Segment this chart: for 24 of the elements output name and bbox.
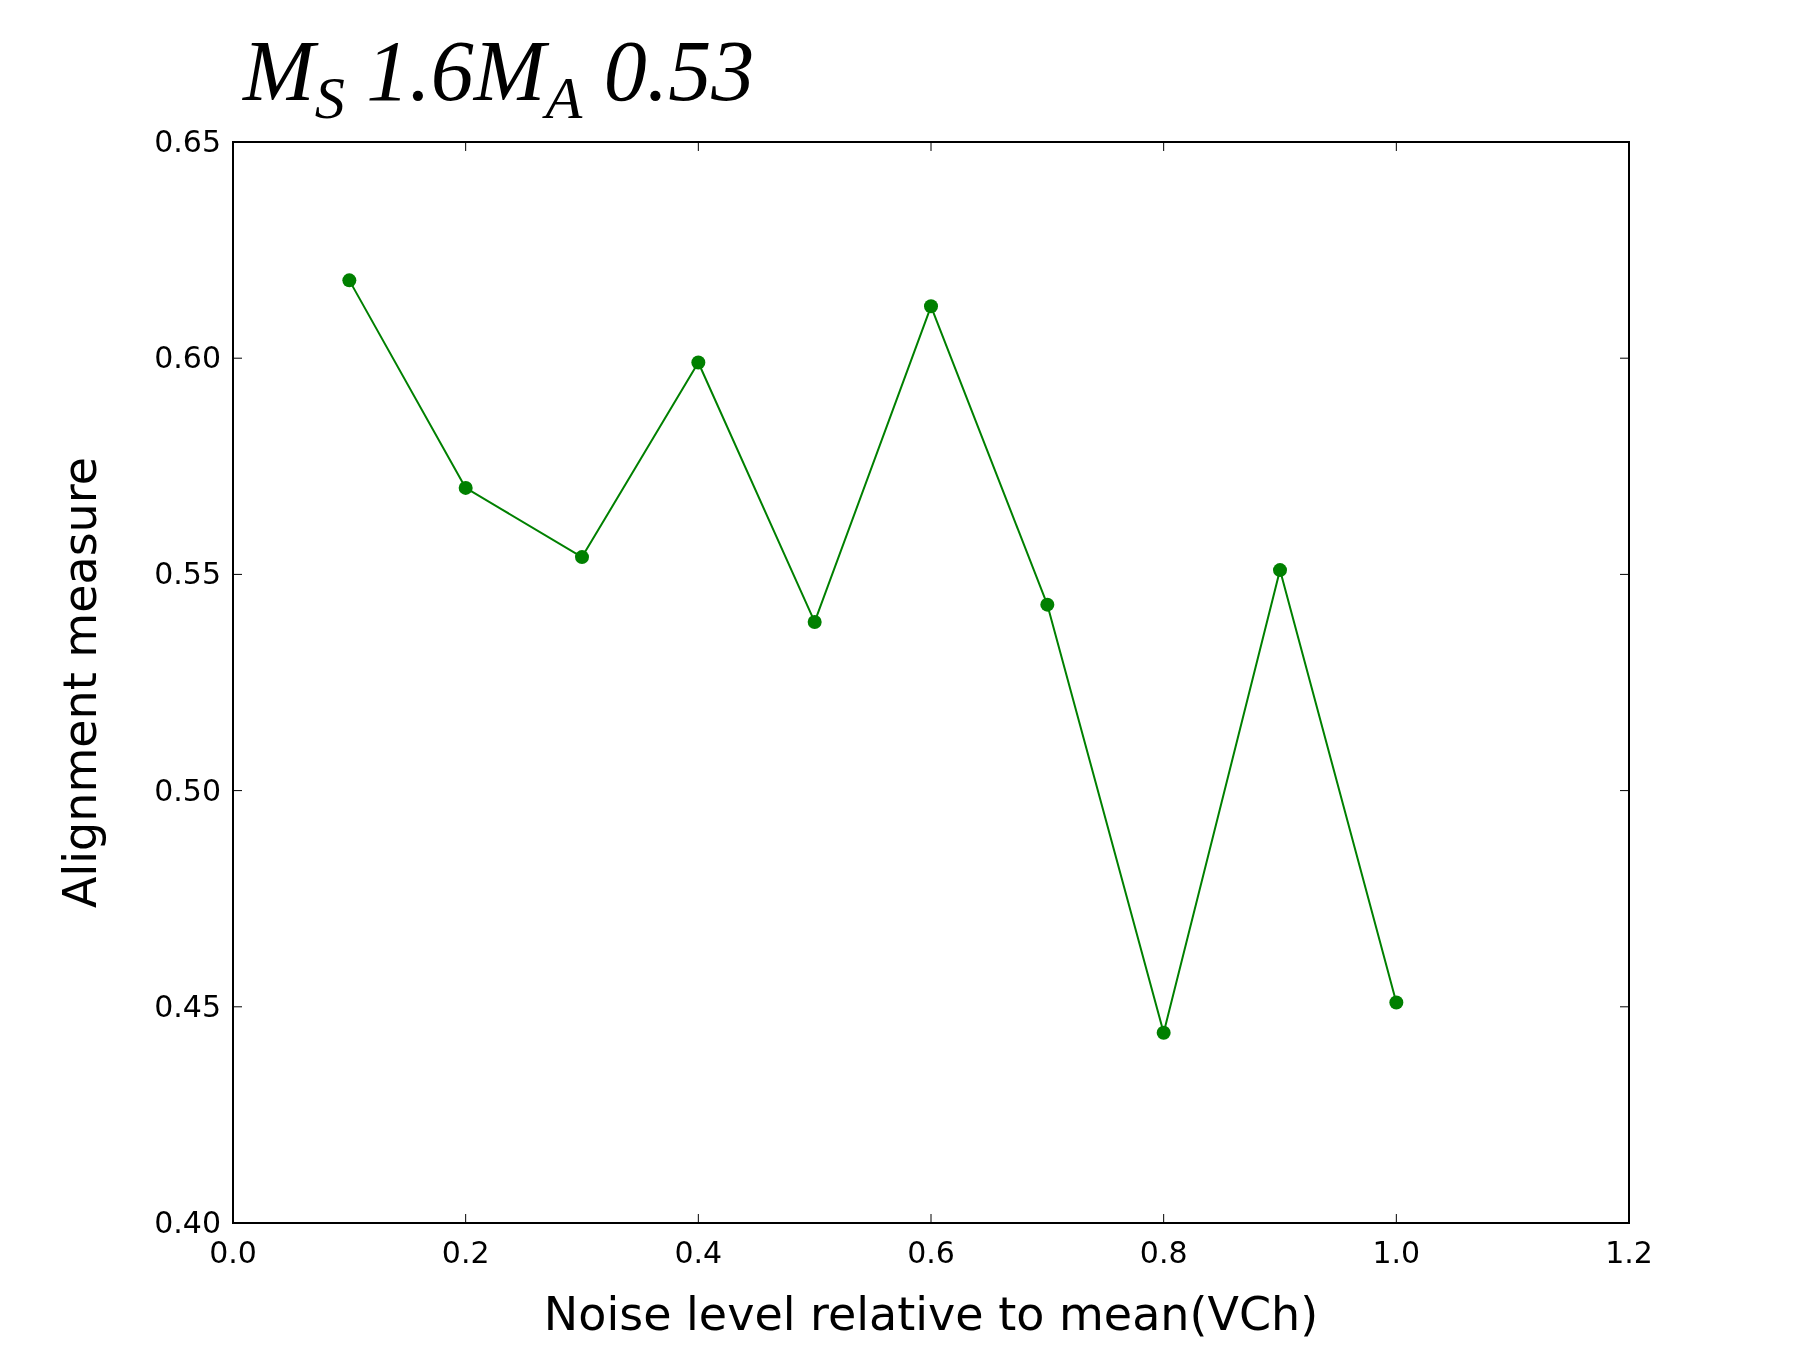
point xyxy=(1389,995,1404,1010)
point xyxy=(1156,1025,1171,1040)
y-tick-label: 0.60 xyxy=(154,340,221,376)
x-tick-label: 1.2 xyxy=(1605,1235,1653,1270)
x-tick-label: 0.6 xyxy=(907,1235,955,1270)
point xyxy=(924,299,938,314)
point xyxy=(691,355,706,370)
x-tick-label: 0.8 xyxy=(1139,1235,1188,1270)
x-tick-label: 0.4 xyxy=(674,1235,723,1270)
point xyxy=(1040,597,1055,612)
x-tick-label: 0.2 xyxy=(441,1235,490,1270)
x-tick-label: 1.0 xyxy=(1372,1235,1421,1270)
y-tick-label: 0.65 xyxy=(154,124,221,159)
point xyxy=(807,614,822,629)
y-axis-title: Alignment measure xyxy=(53,457,107,908)
chart-title: M$_{S}$1.6M$_{A}$0.53 xyxy=(241,23,755,131)
point xyxy=(458,480,473,495)
y-tick-label: 0.55 xyxy=(154,556,221,592)
point xyxy=(1273,563,1287,578)
y-tick-label: 0.45 xyxy=(154,988,221,1024)
y-tick-label: 0.50 xyxy=(154,772,221,808)
x-axis-title: Noise level relative to mean(VCh) xyxy=(543,1287,1319,1341)
point xyxy=(342,273,357,288)
point xyxy=(575,550,589,565)
